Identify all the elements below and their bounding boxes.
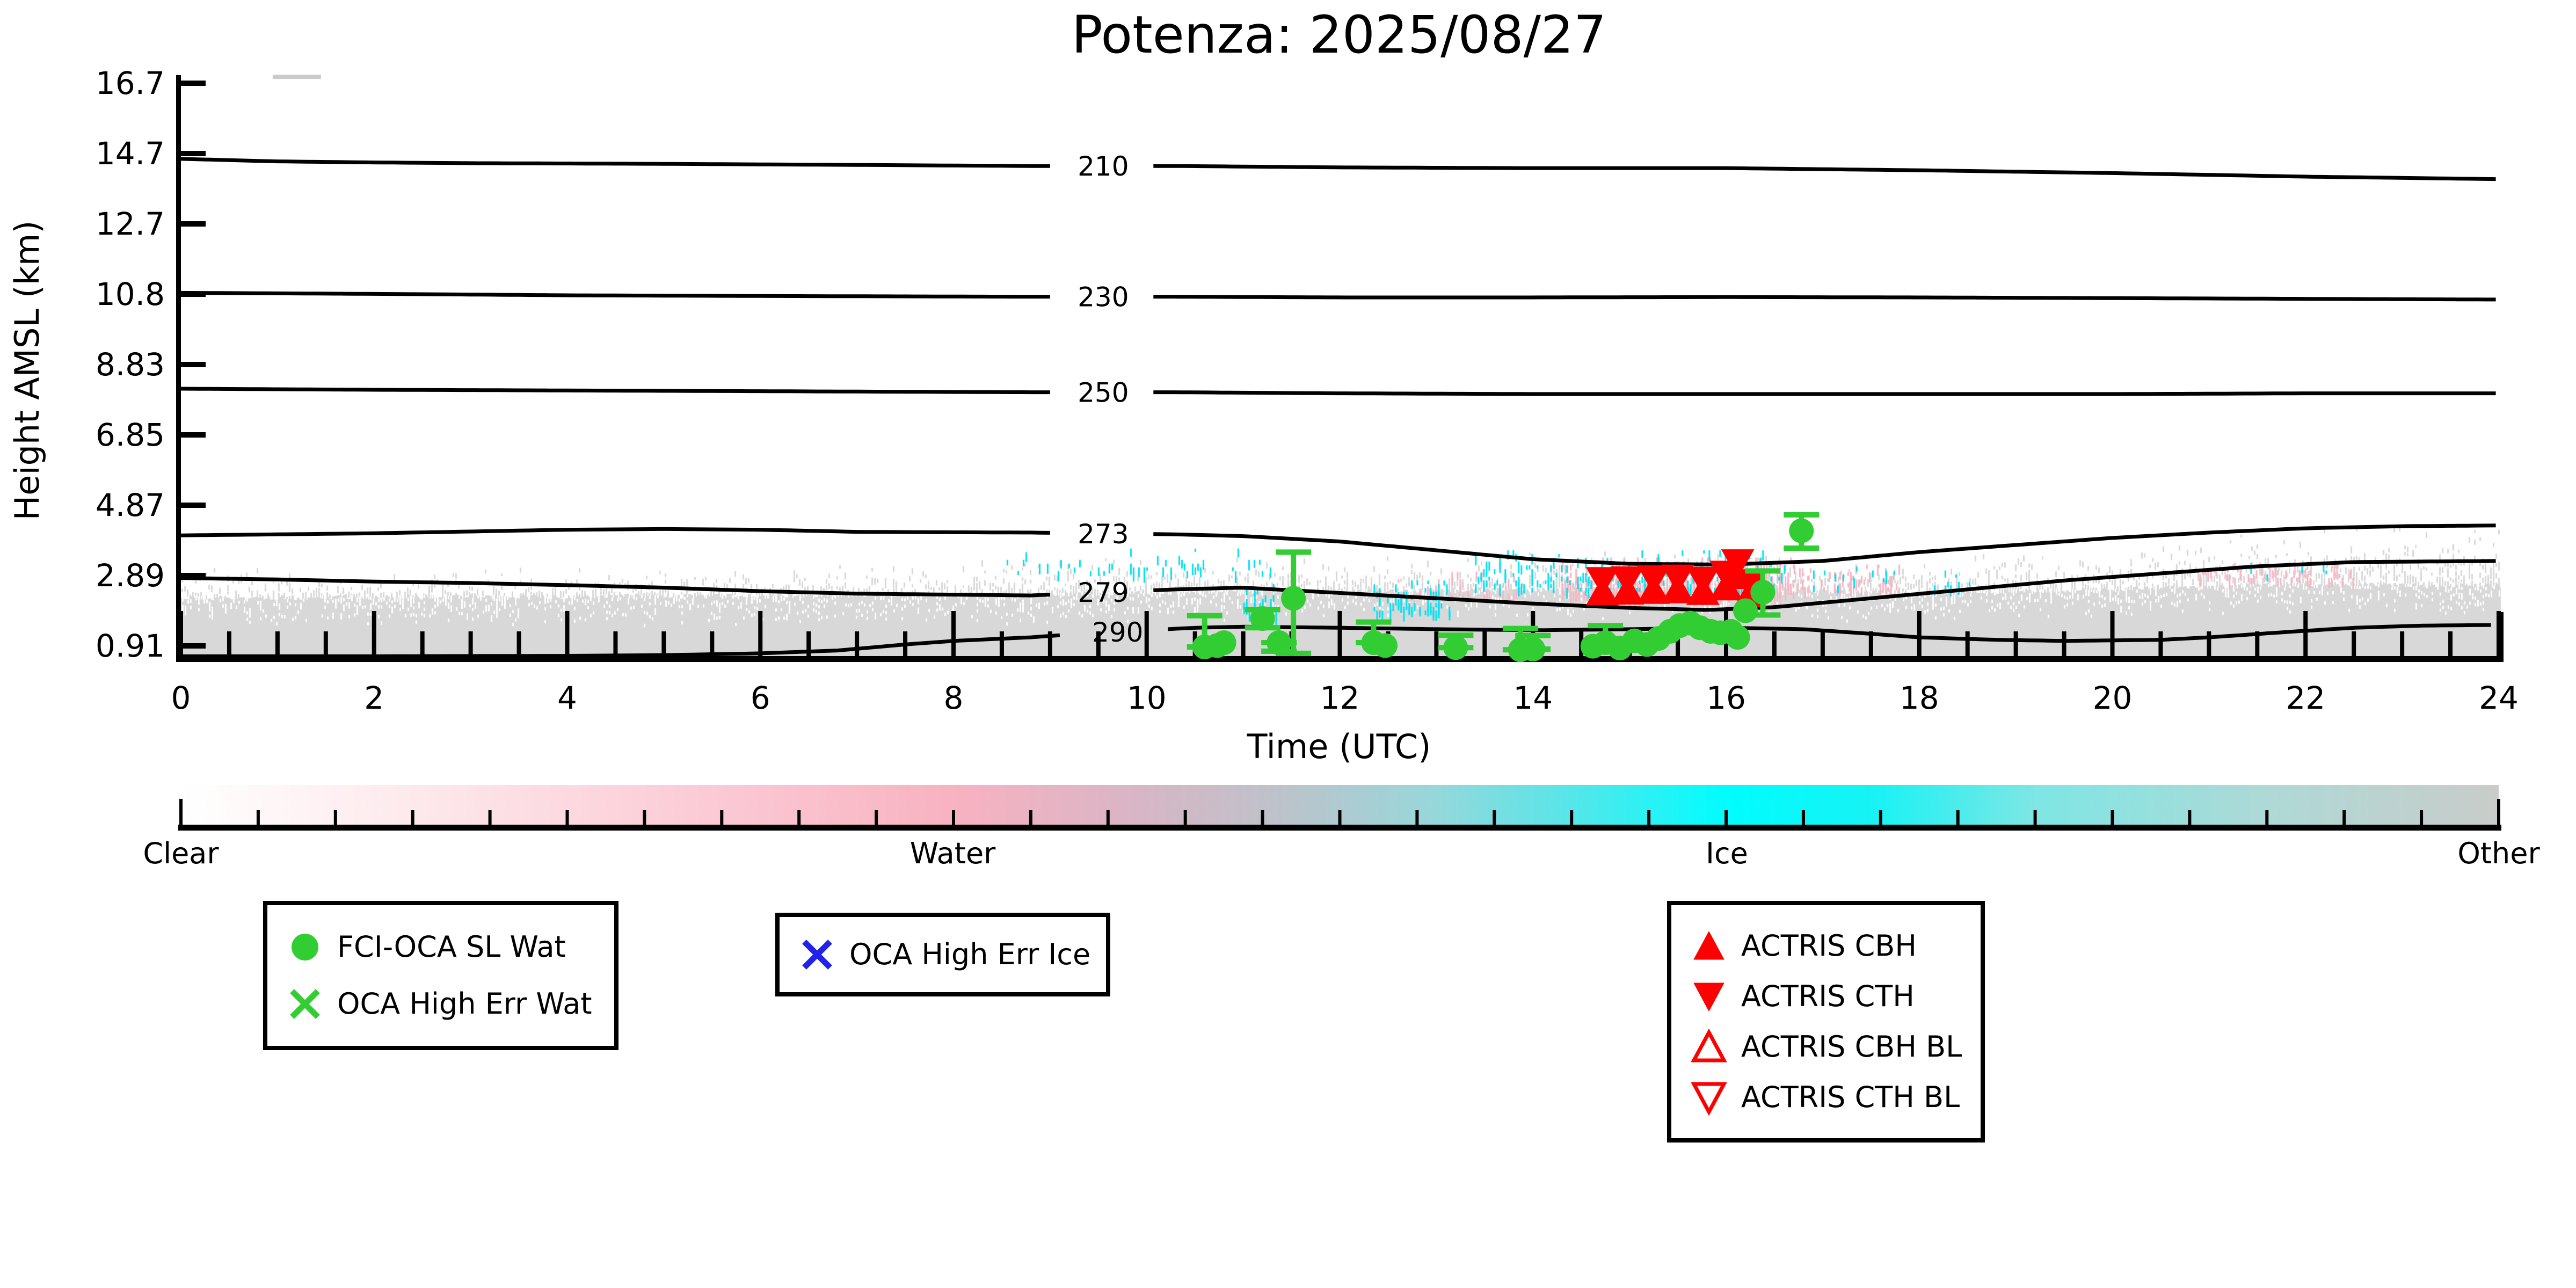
- x-tick-label: 18: [1900, 680, 1939, 716]
- y-tick-label: 0.91: [96, 628, 165, 664]
- actris-cth-marker: [1585, 567, 1619, 596]
- fci-oca-water-point: [1750, 580, 1775, 605]
- x-tick-label: 14: [1513, 680, 1553, 716]
- x-tick-label: 22: [2286, 680, 2325, 716]
- actris-cth-marker: [1611, 566, 1644, 595]
- colorbar-axis: [178, 825, 2501, 831]
- triangle-up-marker-icon: [1693, 930, 1724, 960]
- fci-oca-water-point: [1443, 635, 1468, 660]
- circle-marker-icon: [292, 934, 318, 960]
- contour-label-290: 290: [1092, 617, 1143, 648]
- colorbar-label-ice: Ice: [1706, 836, 1748, 870]
- legend-item: ACTRIS CTH BL: [1690, 1078, 1981, 1117]
- y-axis-label: Height AMSL (km): [8, 221, 47, 521]
- legend-item-label: OCA High Err Ice: [849, 937, 1091, 971]
- y-tick-label: 2.89: [96, 557, 165, 594]
- y-tick-label: 14.7: [96, 135, 165, 172]
- triangle-up-marker-icon: [1691, 1028, 1727, 1063]
- fci-oca-water-point: [1789, 518, 1814, 543]
- legend-fci-oca-water: FCI-OCA SL Wat OCA High Err Wat: [263, 901, 618, 1050]
- colorbar-label-other: Other: [2457, 836, 2540, 870]
- fci-oca-water-point: [1250, 606, 1275, 631]
- legend-item: ACTRIS CTH: [1690, 977, 1981, 1016]
- x-tick-label: 10: [1127, 680, 1167, 716]
- x-tick-label: 16: [1706, 680, 1746, 716]
- bottom-spine: [176, 656, 2504, 662]
- actris-cth-marker: [1721, 549, 1755, 579]
- triangle-down-marker-icon: [1691, 1082, 1727, 1116]
- triangle-down-marker-icon: [1693, 983, 1724, 1012]
- x-tick-label: 20: [2093, 680, 2133, 716]
- legend-item-label: ACTRIS CTH BL: [1741, 1080, 1960, 1114]
- x-marker-icon: [802, 940, 832, 970]
- legend-oca-ice: OCA High Err Ice: [775, 913, 1110, 996]
- y-tick-label: 8.83: [96, 346, 165, 383]
- legend-item-label: ACTRIS CBH BL: [1741, 1030, 1962, 1064]
- fci-oca-water-point: [1725, 625, 1750, 650]
- colorbar-label-clear: Clear: [143, 836, 219, 870]
- x-tick-label: 24: [2479, 680, 2519, 716]
- x-marker-icon: [290, 989, 320, 1019]
- legend-item-label: ACTRIS CTH: [1741, 979, 1915, 1013]
- x-axis-label: Time (UTC): [1247, 727, 1431, 766]
- legend-item: ACTRIS CBH BL: [1690, 1028, 1981, 1066]
- left-spine: [176, 75, 181, 662]
- legend-item: OCA High Err Wat: [286, 985, 614, 1023]
- y-tick-label: 10.8: [96, 276, 165, 312]
- contour-label-250: 250: [1078, 377, 1129, 409]
- page-title: Potenza: 2025/08/27: [1072, 5, 1606, 65]
- x-tick-label: 12: [1320, 680, 1360, 716]
- fci-oca-water-point: [1267, 630, 1292, 656]
- x-tick-label: 2: [364, 680, 384, 716]
- fci-oca-water-point: [1211, 630, 1236, 656]
- legend-item-label: FCI-OCA SL Wat: [337, 930, 566, 964]
- fci-oca-water-point: [1733, 598, 1758, 623]
- actris-cth-marker: [1686, 566, 1720, 596]
- legend-item: FCI-OCA SL Wat: [286, 928, 614, 966]
- x-tick-label: 0: [171, 680, 191, 716]
- contour-label-279: 279: [1078, 577, 1129, 608]
- colorbar-label-water: Water: [910, 836, 996, 870]
- legend-item-label: OCA High Err Wat: [337, 987, 592, 1021]
- contour-label-273: 273: [1078, 519, 1129, 550]
- contour-label-230: 230: [1078, 282, 1129, 313]
- legend-item: OCA High Err Ice: [798, 935, 1106, 974]
- y-tick-label: 6.85: [96, 417, 165, 453]
- x-tick-label: 8: [944, 680, 964, 716]
- x-tick-label: 6: [751, 680, 770, 716]
- legend-item-label: ACTRIS CBH: [1741, 929, 1917, 963]
- right-spine: [2499, 612, 2504, 662]
- legend-actris: ACTRIS CBH ACTRIS CTH ACTRIS CBH BL ACTRIS …: [1667, 901, 1985, 1143]
- y-tick-label: 16.7: [96, 65, 165, 101]
- fci-oca-water-point: [1520, 636, 1546, 661]
- y-tick-label: 4.87: [96, 487, 165, 523]
- x-tick-label: 4: [557, 680, 577, 716]
- actris-cth-marker: [1661, 564, 1695, 594]
- y-tick-label: 12.7: [96, 206, 165, 242]
- actris-cth-marker: [1733, 569, 1767, 599]
- actris-cth-marker: [1637, 565, 1671, 594]
- legend-item: ACTRIS CBH: [1690, 927, 1981, 965]
- contour-label-210: 210: [1078, 151, 1129, 182]
- fci-oca-water-point: [1373, 633, 1398, 658]
- fci-oca-water-point: [1281, 586, 1306, 611]
